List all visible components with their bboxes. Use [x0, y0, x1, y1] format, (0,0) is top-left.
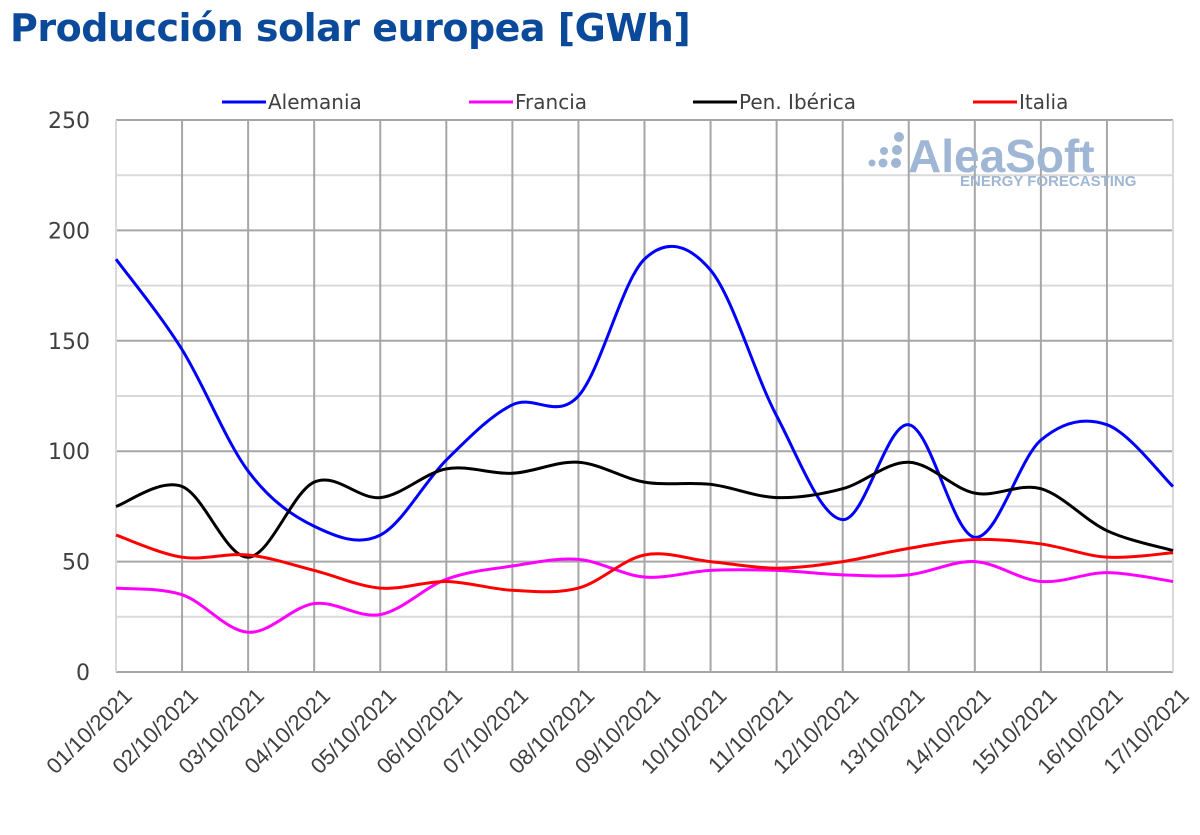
series-line-alemania: [114, 244, 1175, 542]
legend-item: Alemania: [222, 90, 362, 114]
y-axis-ticks: 0 50 100 150 200 250: [48, 109, 90, 686]
legend-label: Francia: [515, 90, 587, 114]
grid-lines: [115, 119, 1174, 673]
y-tick-label: 50: [62, 551, 90, 576]
x-axis-ticks: 01/10/202102/10/202103/10/202104/10/2021…: [41, 683, 1194, 779]
legend-label: Pen. Ibérica: [739, 90, 856, 114]
series-line-francia: [115, 557, 1174, 634]
legend-label: Alemania: [268, 90, 362, 114]
legend-item: Pen. Ibérica: [693, 90, 856, 114]
legend: Alemania Francia Pen. Ibérica Italia: [222, 90, 1068, 114]
series-line-pen-ib-rica: [115, 460, 1174, 559]
y-tick-label: 0: [76, 661, 90, 686]
logo-wordmark: AleaSoft: [908, 130, 1095, 182]
chart-title: Producción solar europea [GWh]: [10, 6, 691, 50]
legend-item: Italia: [973, 90, 1068, 114]
logo-dots-icon: [868, 132, 904, 168]
y-tick-label: 150: [48, 330, 90, 355]
y-tick-label: 100: [48, 440, 90, 465]
aleasoft-logo: AleaSoft ENERGY FORECASTING: [868, 130, 1136, 190]
logo-tagline: ENERGY FORECASTING: [960, 173, 1136, 190]
legend-label: Italia: [1019, 90, 1068, 114]
legend-item: Francia: [469, 90, 587, 114]
y-tick-label: 250: [48, 109, 90, 134]
y-tick-label: 200: [48, 219, 90, 244]
series-lines: [114, 244, 1175, 634]
